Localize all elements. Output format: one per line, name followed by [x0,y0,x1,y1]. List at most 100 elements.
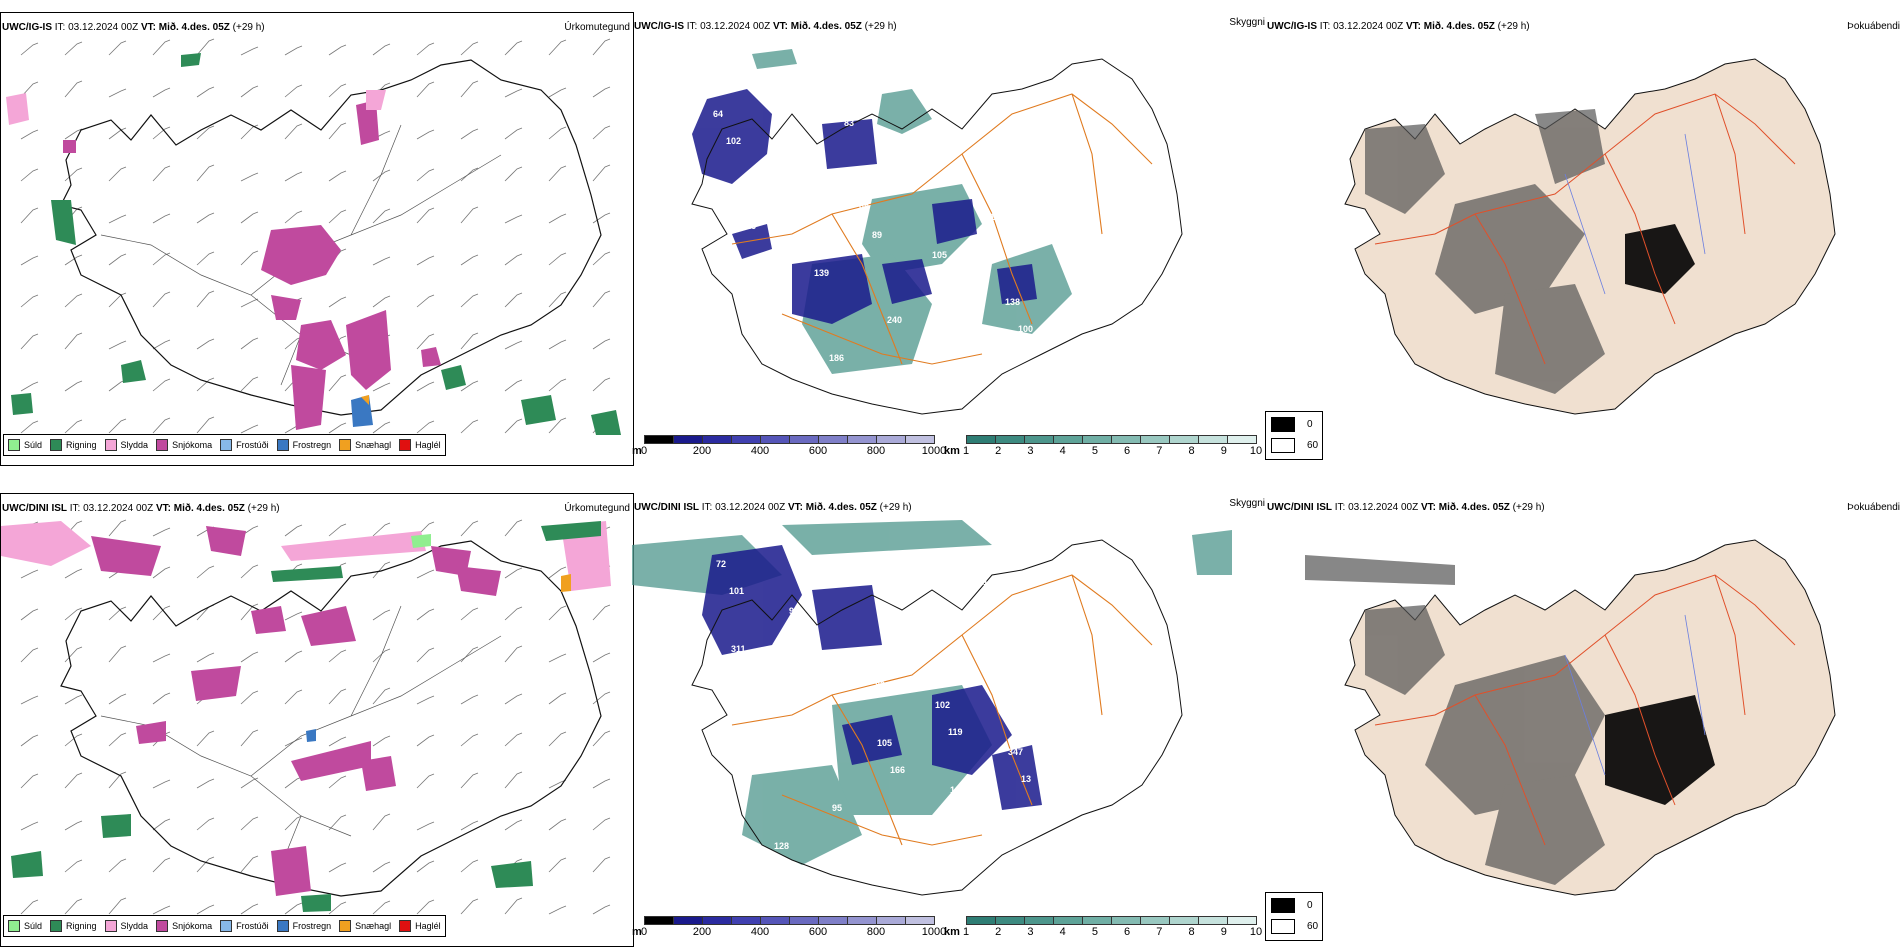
colorbar-segment [995,435,1025,444]
ceiling-label: 214 [1063,259,1078,269]
wind-barb [592,904,611,915]
fog-legend-swatch [1271,438,1295,453]
legend-item: Frostregn [276,439,331,451]
fog-legend-row: 60 [1271,438,1318,453]
wind-barb [152,126,171,140]
visibility-shading [632,520,1232,865]
legend-item: Frostúði [220,920,269,932]
iceland-land [1344,58,1836,415]
wind-barb [152,165,171,182]
colorbar-tick: 800 [866,445,886,457]
legend-swatch [339,920,352,932]
wind-barb [548,39,567,56]
ceiling-label: 110 [1051,624,1066,634]
roads [100,124,502,386]
wind-barb [284,815,303,831]
roads [100,605,502,867]
legend-swatch [339,439,352,451]
colorbar-segment [995,916,1025,925]
colorbar-segment [847,916,877,925]
wind-barb [372,256,391,266]
colorbar-tick: 400 [750,926,770,938]
wind-barb [592,338,611,350]
model-name: UWC/IG-IS [2,22,52,33]
ceiling-label: 75 [902,80,912,90]
wind-barb [592,604,611,621]
colorbar-tick: 5 [1091,445,1098,457]
wind-barb [416,647,435,663]
wind-barb [548,653,567,663]
colorbar-tick: 8 [1188,445,1195,457]
wind-barb [592,817,611,831]
colorbar-segment [760,435,790,444]
panel-header: UWC/DINI ISL IT: 03.12.2024 00Z VT: Mið.… [1267,502,1545,514]
wind-barb [240,124,259,140]
wind-barb [152,779,171,789]
colorbar-segment [644,435,674,444]
legend-swatch [50,920,63,932]
model-name: UWC/DINI ISL [2,503,67,514]
vt-label: VT: [772,21,788,32]
legend-item: Snjókoma [156,439,212,451]
ceiling-label: 259 [1081,794,1096,804]
it-label: IT: [69,503,81,514]
wind-barb [20,81,39,98]
colorbar-segment [702,916,732,925]
wind-barb [328,862,347,873]
model-name: UWC/DINI ISL [634,502,699,513]
legend-label: Súld [24,921,43,931]
legend-swatch [399,920,412,932]
wind-barb [20,773,39,789]
wind-barb [284,524,303,537]
colorbar-tick: 1 [962,926,970,938]
rain-areas [11,53,621,435]
colorbar-segment [1227,916,1257,925]
wind-barbs [20,38,611,434]
ceiling-label: 105 [993,662,1008,672]
ceiling-label: 81 [975,127,985,137]
colorbar-segment [966,916,996,925]
colorbar-segment [789,435,819,444]
ceiling-label: 95 [832,803,842,813]
wind-barb [64,41,83,56]
legend-swatch [220,439,233,451]
wind-barb [416,294,435,308]
legend-label: Rigning [66,440,97,450]
wind-barb [372,522,391,537]
wind-barb [592,251,611,266]
wind-barb [504,732,523,747]
roads [731,574,1153,846]
wind-barb [328,44,347,56]
wind-barb [196,125,215,140]
wind-barb [64,568,83,579]
wind-barb [460,607,479,621]
wind-barb [460,41,479,56]
valid-time: Mið. 4.des. 05Z [1423,21,1495,32]
colorbar-tick: 600 [808,445,828,457]
colorbar-unit: km [944,926,960,938]
wind-barb [108,340,127,350]
colorbar-tick: 3 [1027,445,1034,457]
wind-barb [152,252,171,266]
wind-barb [548,339,567,350]
ceiling-label: 186 [829,353,844,363]
ceiling-label: 166 [890,765,905,775]
legend-label: Frostúði [236,440,269,450]
panel-title: Úrkomutegund [564,503,630,514]
wind-barb [64,80,83,98]
wind-barb [108,606,127,621]
map-area [1,516,633,916]
wind-barb [284,737,303,747]
wind-barb [372,421,391,434]
legend-item: Súld [8,920,42,932]
init-time: 03.12.2024 00Z [1348,502,1419,513]
colorbar-segment [818,435,848,444]
wind-barb [328,649,347,663]
ceiling-label: 105 [877,738,892,748]
vt-label: VT: [1405,21,1421,32]
colorbar-tick: 4 [1059,926,1066,938]
colorbar-tick: 1000 [921,926,947,938]
wind-barb [108,897,127,915]
ceiling-label: 347 [1008,747,1023,757]
ceiling-label: 46 [1048,174,1058,184]
